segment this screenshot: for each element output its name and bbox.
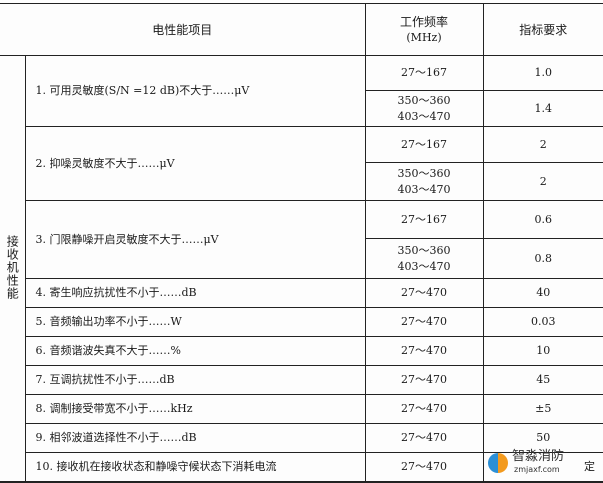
category-cell: 接收机性能 [0,55,25,483]
row-label: 4. 寄生响应抗扰性不小于……dB [24,278,366,308]
frequency-line: 403～470 [397,259,451,273]
row-label: 3. 门限静噪开启灵敏度不大于……μV [24,200,366,279]
table-row: 9. 相邻波道选择性不小于……dB 27～470 50 [0,423,603,453]
spec-table-grid: 电性能项目 工作频率 (MHz) 指标要求 接收机性能 1. 可用灵敏度(S/N … [0,3,603,483]
header-freq: 工作频率 (MHz) [364,3,484,56]
frequency-line: 403～470 [397,182,451,196]
header-req: 指标要求 [482,3,603,56]
table-row: 4. 寄生响应抗扰性不小于……dB 27～470 40 [0,278,603,308]
frequency: 27～167 [364,55,484,91]
frequency: 27～470 [364,365,484,395]
row-label: 2. 抑噪灵敏度不大于……μV [24,126,366,201]
frequency: 27～167 [364,126,484,163]
requirement-value: 0.8 [482,238,603,279]
row-label: 10. 接收机在接收状态和静噪守候状态下消耗电流 [24,452,366,483]
row-label: 6. 音频谐波失真不大于……% [24,336,366,366]
frequency: 27～470 [364,307,484,337]
row-label: 8. 调制接受带宽不小于……kHz [24,394,366,424]
header-row: 电性能项目 工作频率 (MHz) 指标要求 [0,3,603,56]
table-row: 6. 音频谐波失真不大于……% 27～470 10 [0,336,603,366]
requirement-value: ±5 [482,394,603,424]
table-sub-row: 350～360 403～470 0.8 [0,238,603,279]
requirement-value: 45 [482,365,603,395]
table-row: 5. 音频输出功率不小于……W 27～470 0.03 [0,307,603,337]
watermark-name: 智淼消防 [512,449,565,464]
row-label: 5. 音频输出功率不小于……W [24,307,366,337]
row-label: 9. 相邻波道选择性不小于……dB [24,423,366,453]
requirement-value: 0.6 [482,200,603,239]
frequency-line: 350～360 [397,166,451,180]
frequency: 350～360 403～470 [364,90,484,127]
header-item: 电性能项目 [0,3,366,56]
header-freq-unit: (MHz) [406,30,442,44]
requirement-value: 50 [482,423,603,453]
frequency-line: 27～167 [401,137,448,151]
watermark: 智淼消防 zmjaxf.com [488,449,598,477]
table-row: 接收机性能 1. 可用灵敏度(S/N =12 dB)不大于……μV 27～167 1.… [0,55,603,483]
table-row: 3. 门限静噪开启灵敏度不大于……μV 27～167 0.6 [0,200,603,279]
row-label: 1. 可用灵敏度(S/N =12 dB)不大于……μV [24,55,366,127]
requirement-value: 10 [482,336,603,366]
frequency: 27～470 [364,394,484,424]
frequency: 27～470 [364,336,484,366]
frequency: 350～360 403～470 [364,162,484,201]
frequency: 27～470 [364,423,484,453]
frequency-line: 27～167 [401,66,448,79]
frequency-line: 403～470 [397,109,451,123]
header-freq-title: 工作频率 [400,14,449,29]
category-label: 接收机性能 [5,234,20,300]
requirement-value: 1.0 [482,55,603,91]
table-row: 8. 调制接受带宽不小于……kHz 27～470 ±5 [0,394,603,424]
watermark-url: zmjaxf.com [514,465,560,474]
table-row: 7. 互调抗扰性不小于……dB 27～470 45 [0,365,603,395]
requirement-value: 2 [482,162,603,201]
row-label: 7. 互调抗扰性不小于……dB [24,365,366,395]
frequency-line: 350～360 [397,243,451,257]
requirement-value: 40 [482,278,603,308]
requirement-value: 2 [482,126,603,163]
spec-table: 电性能项目 工作频率 (MHz) 指标要求 接收机性能 1. 可用灵敏度(S/N … [0,3,603,483]
frequency: 27～167 [364,200,484,239]
frequency-line: 27～167 [401,212,448,226]
watermark-logo-icon [488,453,508,473]
frequency-line: 350～360 [397,93,451,107]
table-row: 10. 接收机在接收状态和静噪守候状态下消耗电流 27～470 定 [0,452,603,483]
frequency: 350～360 403～470 [364,238,484,279]
table-row: 2. 抑噪灵敏度不大于……μV 27～167 2 [0,126,603,201]
requirement-value: 1.4 [482,90,603,127]
table-sub-row: 350～360 403～470 1.4 [0,90,603,127]
requirement-value: 0.03 [482,307,603,337]
frequency: 27～470 [364,452,484,483]
frequency: 27～470 [364,278,484,308]
